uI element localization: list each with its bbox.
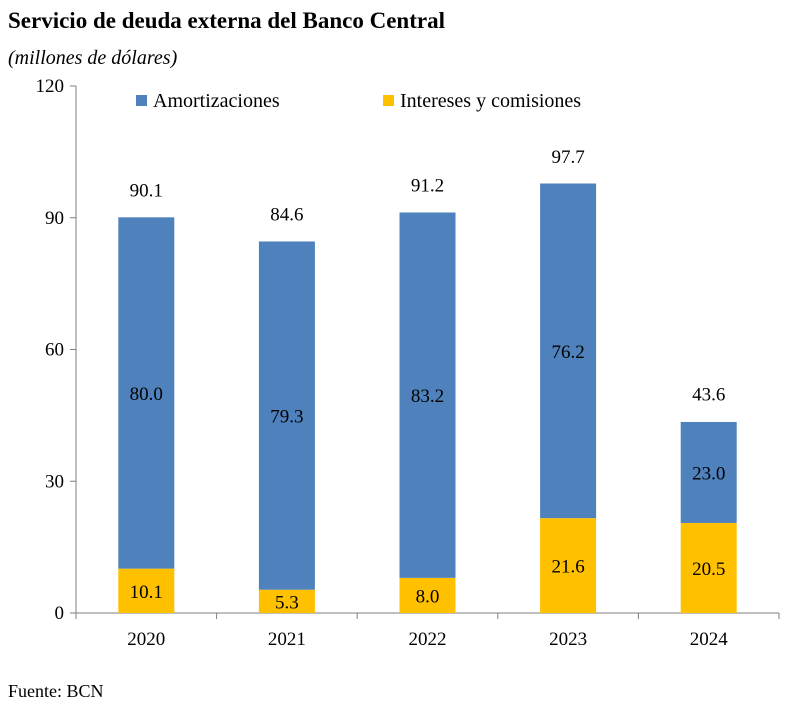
y-tick-label: 120: [36, 76, 65, 97]
bar-segment-amortizaciones: [118, 217, 175, 569]
data-label-intereses: 10.1: [130, 582, 163, 603]
chart-title: Servicio de deuda externa del Banco Cent…: [8, 8, 445, 33]
y-tick-label: 60: [45, 340, 64, 361]
legend-swatch: [136, 95, 147, 106]
x-tick-label: 2021: [268, 629, 306, 650]
legend-label: Intereses y comisiones: [400, 90, 581, 112]
total-label: 91.2: [411, 175, 444, 196]
data-label-amortizaciones: 80.0: [130, 384, 163, 405]
bar-segment-intereses: [540, 518, 597, 613]
bar-segment-amortizaciones: [540, 183, 597, 519]
data-label-intereses: 21.6: [551, 557, 584, 578]
y-tick-label: 30: [45, 471, 64, 492]
x-tick-label: 2024: [690, 629, 729, 650]
bar-segment-amortizaciones: [258, 241, 315, 590]
bar-segment-amortizaciones: [399, 212, 456, 578]
source-note: Fuente: BCN: [8, 681, 104, 701]
legend-swatch: [383, 95, 394, 106]
y-tick-label: 90: [45, 208, 64, 229]
bar-segment-intereses: [680, 522, 737, 613]
bar-segment-amortizaciones: [680, 421, 737, 523]
x-tick-label: 2020: [127, 629, 165, 650]
total-label: 90.1: [130, 180, 163, 201]
chart-subtitle: (millones de dólares): [8, 47, 178, 69]
y-tick-label: 0: [55, 603, 65, 624]
data-label-intereses: 8.0: [416, 586, 440, 607]
data-label-amortizaciones: 83.2: [411, 386, 444, 407]
x-tick-label: 2022: [409, 629, 447, 650]
legend-label: Amortizaciones: [153, 90, 280, 112]
bar-segment-intereses: [118, 568, 175, 613]
data-label-intereses: 5.3: [275, 592, 299, 613]
total-label: 97.7: [551, 147, 584, 168]
x-tick-label: 2023: [549, 629, 587, 650]
data-label-intereses: 20.5: [692, 559, 725, 580]
data-label-amortizaciones: 23.0: [692, 463, 725, 484]
total-label: 84.6: [270, 204, 303, 225]
data-label-amortizaciones: 76.2: [551, 342, 584, 363]
data-label-amortizaciones: 79.3: [270, 407, 303, 428]
bar-segment-intereses: [399, 577, 456, 613]
total-label: 43.6: [692, 385, 725, 406]
bar-segment-intereses: [258, 589, 315, 613]
